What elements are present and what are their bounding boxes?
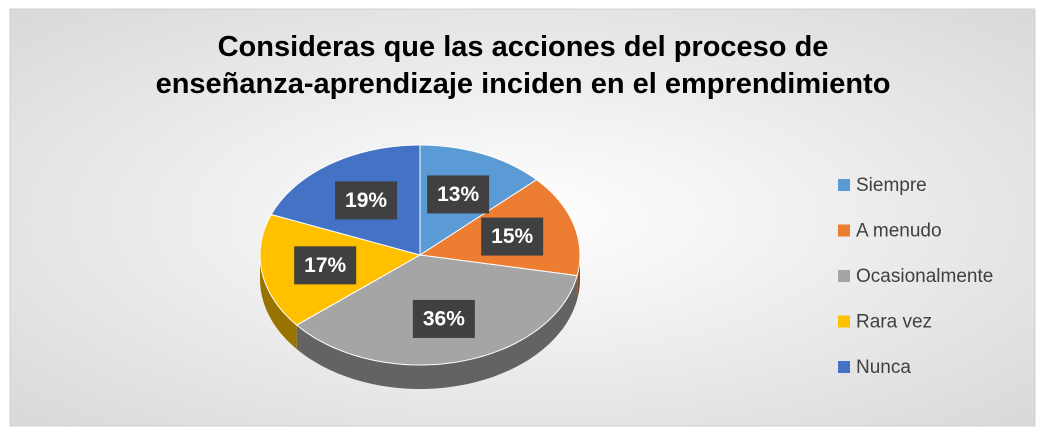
- data-label: 19%: [345, 189, 387, 212]
- legend-swatch: [838, 315, 850, 328]
- data-label: 13%: [437, 183, 479, 206]
- data-label-box: [294, 246, 357, 285]
- data-label: 15%: [491, 225, 533, 248]
- data-label: 17%: [304, 254, 346, 277]
- data-label-box: [427, 175, 490, 214]
- legend-swatch: [838, 361, 850, 373]
- legend-swatch: [838, 224, 850, 237]
- legend-label: Rara vez: [856, 312, 932, 333]
- chart-title: Consideras que las acciones del proceso …: [156, 31, 891, 100]
- legend-label: Siempre: [856, 175, 927, 196]
- legend-label: Ocasionalmente: [856, 266, 993, 287]
- legend-label: A menudo: [856, 221, 942, 242]
- data-label-box: [481, 217, 544, 256]
- data-label: 36%: [423, 307, 465, 330]
- legend-swatch: [838, 179, 850, 191]
- pie-side: [260, 255, 297, 350]
- data-label-box: [412, 299, 475, 338]
- data-label-box: [335, 181, 398, 220]
- legend-swatch: [838, 270, 850, 282]
- pie-side: [296, 275, 578, 389]
- legend-label: Nunca: [856, 357, 911, 378]
